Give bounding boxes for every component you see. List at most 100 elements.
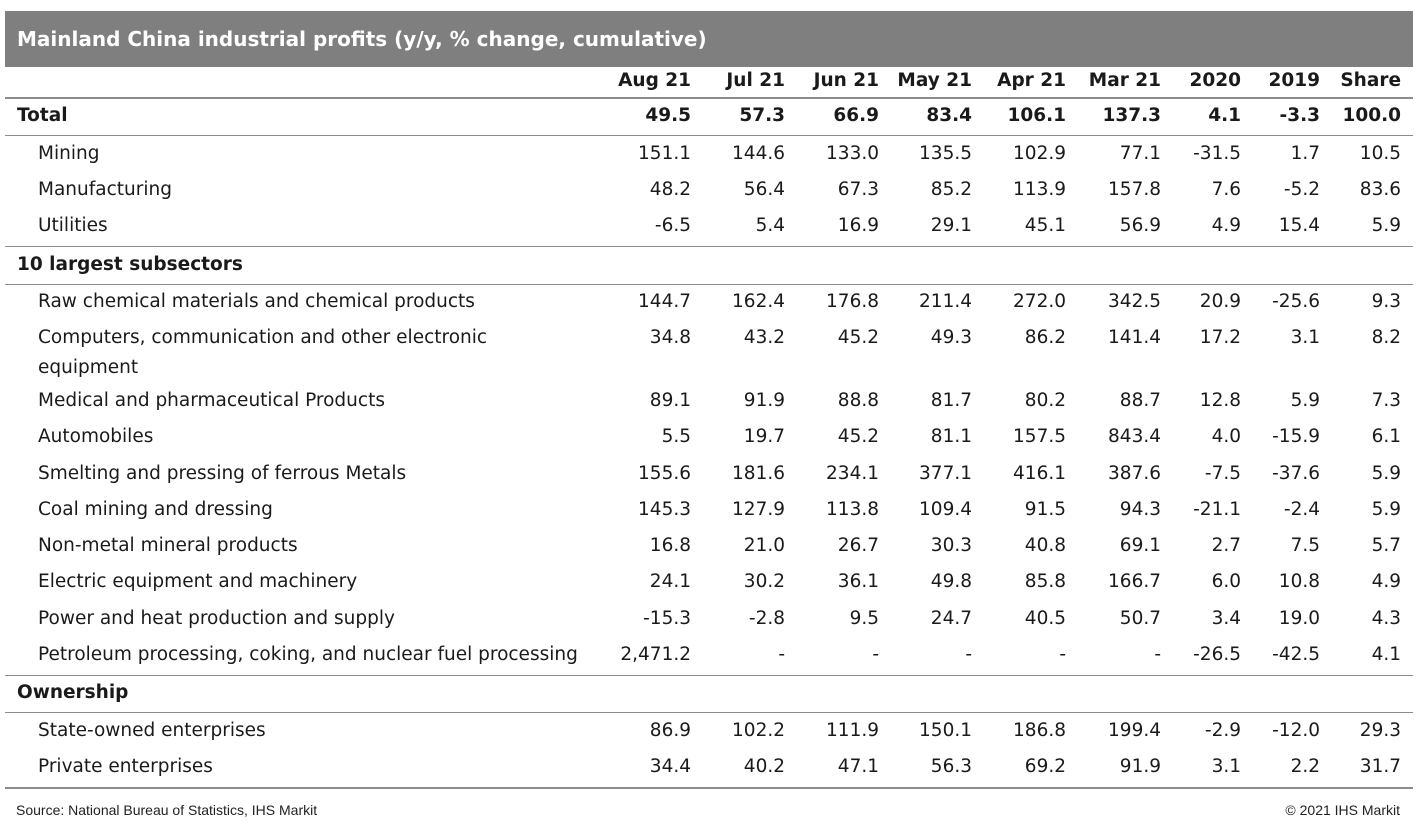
cell: 211.4 <box>919 291 972 312</box>
cell: 69.2 <box>1024 756 1066 777</box>
col-header: Jun 21 <box>813 70 879 91</box>
cell: 34.8 <box>649 327 691 348</box>
cell: 15.4 <box>1278 215 1320 236</box>
cell: -7.5 <box>1204 463 1241 484</box>
cell: 45.2 <box>837 426 879 447</box>
cell: 89.1 <box>649 390 691 411</box>
cell: - <box>872 644 879 665</box>
cell: 176.8 <box>826 291 879 312</box>
rule <box>5 712 1413 713</box>
cell: - <box>965 644 972 665</box>
row-label: Utilities <box>38 215 108 236</box>
cell: 113.8 <box>826 499 879 520</box>
cell: 4.9 <box>1211 215 1241 236</box>
cell: 56.3 <box>930 756 972 777</box>
cell: 113.9 <box>1013 179 1066 200</box>
cell: 34.4 <box>649 756 691 777</box>
cell: 111.9 <box>826 720 879 741</box>
cell: -2.9 <box>1204 720 1241 741</box>
section-label: 10 largest subsectors <box>17 254 243 275</box>
cell: 40.5 <box>1024 608 1066 629</box>
cell: 7.6 <box>1211 179 1241 200</box>
cell: 106.1 <box>1007 105 1066 126</box>
cell: -31.5 <box>1193 143 1241 164</box>
cell: 1.7 <box>1290 143 1320 164</box>
cell: -5.2 <box>1283 179 1320 200</box>
cell: 45.2 <box>837 327 879 348</box>
cell: 16.9 <box>837 215 879 236</box>
cell: -15.3 <box>643 608 691 629</box>
cell: 91.9 <box>743 390 785 411</box>
cell: 16.8 <box>649 535 691 556</box>
cell: 4.9 <box>1371 571 1401 592</box>
cell: 186.8 <box>1013 720 1066 741</box>
copyright-note: © 2021 IHS Markit <box>1285 802 1400 818</box>
cell: 83.6 <box>1359 179 1401 200</box>
row-label: Non-metal mineral products <box>38 535 298 556</box>
cell: -26.5 <box>1193 644 1241 665</box>
cell: 17.2 <box>1199 327 1241 348</box>
source-note: Source: National Bureau of Statistics, I… <box>16 802 318 818</box>
cell: 40.2 <box>743 756 785 777</box>
cell: 127.9 <box>732 499 785 520</box>
row-label: Automobiles <box>38 426 154 447</box>
rule <box>5 246 1413 247</box>
cell: 91.9 <box>1119 756 1161 777</box>
cell: -21.1 <box>1193 499 1241 520</box>
cell: 50.7 <box>1119 608 1161 629</box>
cell: -12.0 <box>1272 720 1320 741</box>
cell: 19.7 <box>743 426 785 447</box>
cell: 86.2 <box>1024 327 1066 348</box>
cell: 151.1 <box>638 143 691 164</box>
cell: 2.7 <box>1211 535 1241 556</box>
cell: - <box>778 644 785 665</box>
col-header: 2020 <box>1189 70 1242 91</box>
cell: 9.3 <box>1371 291 1401 312</box>
cell: 5.9 <box>1371 463 1401 484</box>
col-header: Aug 21 <box>618 70 691 91</box>
col-header: Mar 21 <box>1088 70 1161 91</box>
cell: 342.5 <box>1108 291 1161 312</box>
row-label: Total <box>17 105 68 126</box>
cell: 141.4 <box>1108 327 1161 348</box>
cell: 29.1 <box>930 215 972 236</box>
cell: 49.3 <box>930 327 972 348</box>
cell: -2.4 <box>1283 499 1320 520</box>
col-header: May 21 <box>897 70 972 91</box>
cell: 24.7 <box>930 608 972 629</box>
cell: 162.4 <box>732 291 785 312</box>
cell: 166.7 <box>1108 571 1161 592</box>
cell: 86.9 <box>649 720 691 741</box>
col-header: 2019 <box>1268 70 1321 91</box>
cell: 387.6 <box>1108 463 1161 484</box>
cell: 48.2 <box>649 179 691 200</box>
cell: 88.8 <box>837 390 879 411</box>
cell: 416.1 <box>1013 463 1066 484</box>
cell: 199.4 <box>1108 720 1161 741</box>
cell: 5.5 <box>661 426 691 447</box>
cell: 45.1 <box>1024 215 1066 236</box>
row-label: Computers, communication and other elect… <box>38 327 488 348</box>
cell: 157.8 <box>1108 179 1161 200</box>
col-header: Apr 21 <box>997 70 1066 91</box>
rule <box>5 675 1413 676</box>
cell: 88.7 <box>1119 390 1161 411</box>
cell: 12.8 <box>1199 390 1241 411</box>
cell: 29.3 <box>1359 720 1401 741</box>
cell: 5.9 <box>1371 215 1401 236</box>
cell: 3.1 <box>1211 756 1241 777</box>
rule <box>5 284 1413 285</box>
cell: 137.3 <box>1102 105 1161 126</box>
cell: 150.1 <box>919 720 972 741</box>
cell: -6.5 <box>654 215 691 236</box>
cell: 4.3 <box>1371 608 1401 629</box>
row-label: Petroleum processing, coking, and nuclea… <box>38 644 578 665</box>
cell: -25.6 <box>1272 291 1320 312</box>
cell: 10.5 <box>1359 143 1401 164</box>
cell: 69.1 <box>1119 535 1161 556</box>
cell: 85.2 <box>930 179 972 200</box>
cell: 49.5 <box>645 105 691 126</box>
cell: 5.4 <box>755 215 785 236</box>
cell: 2,471.2 <box>620 644 691 665</box>
cell: 5.9 <box>1371 499 1401 520</box>
